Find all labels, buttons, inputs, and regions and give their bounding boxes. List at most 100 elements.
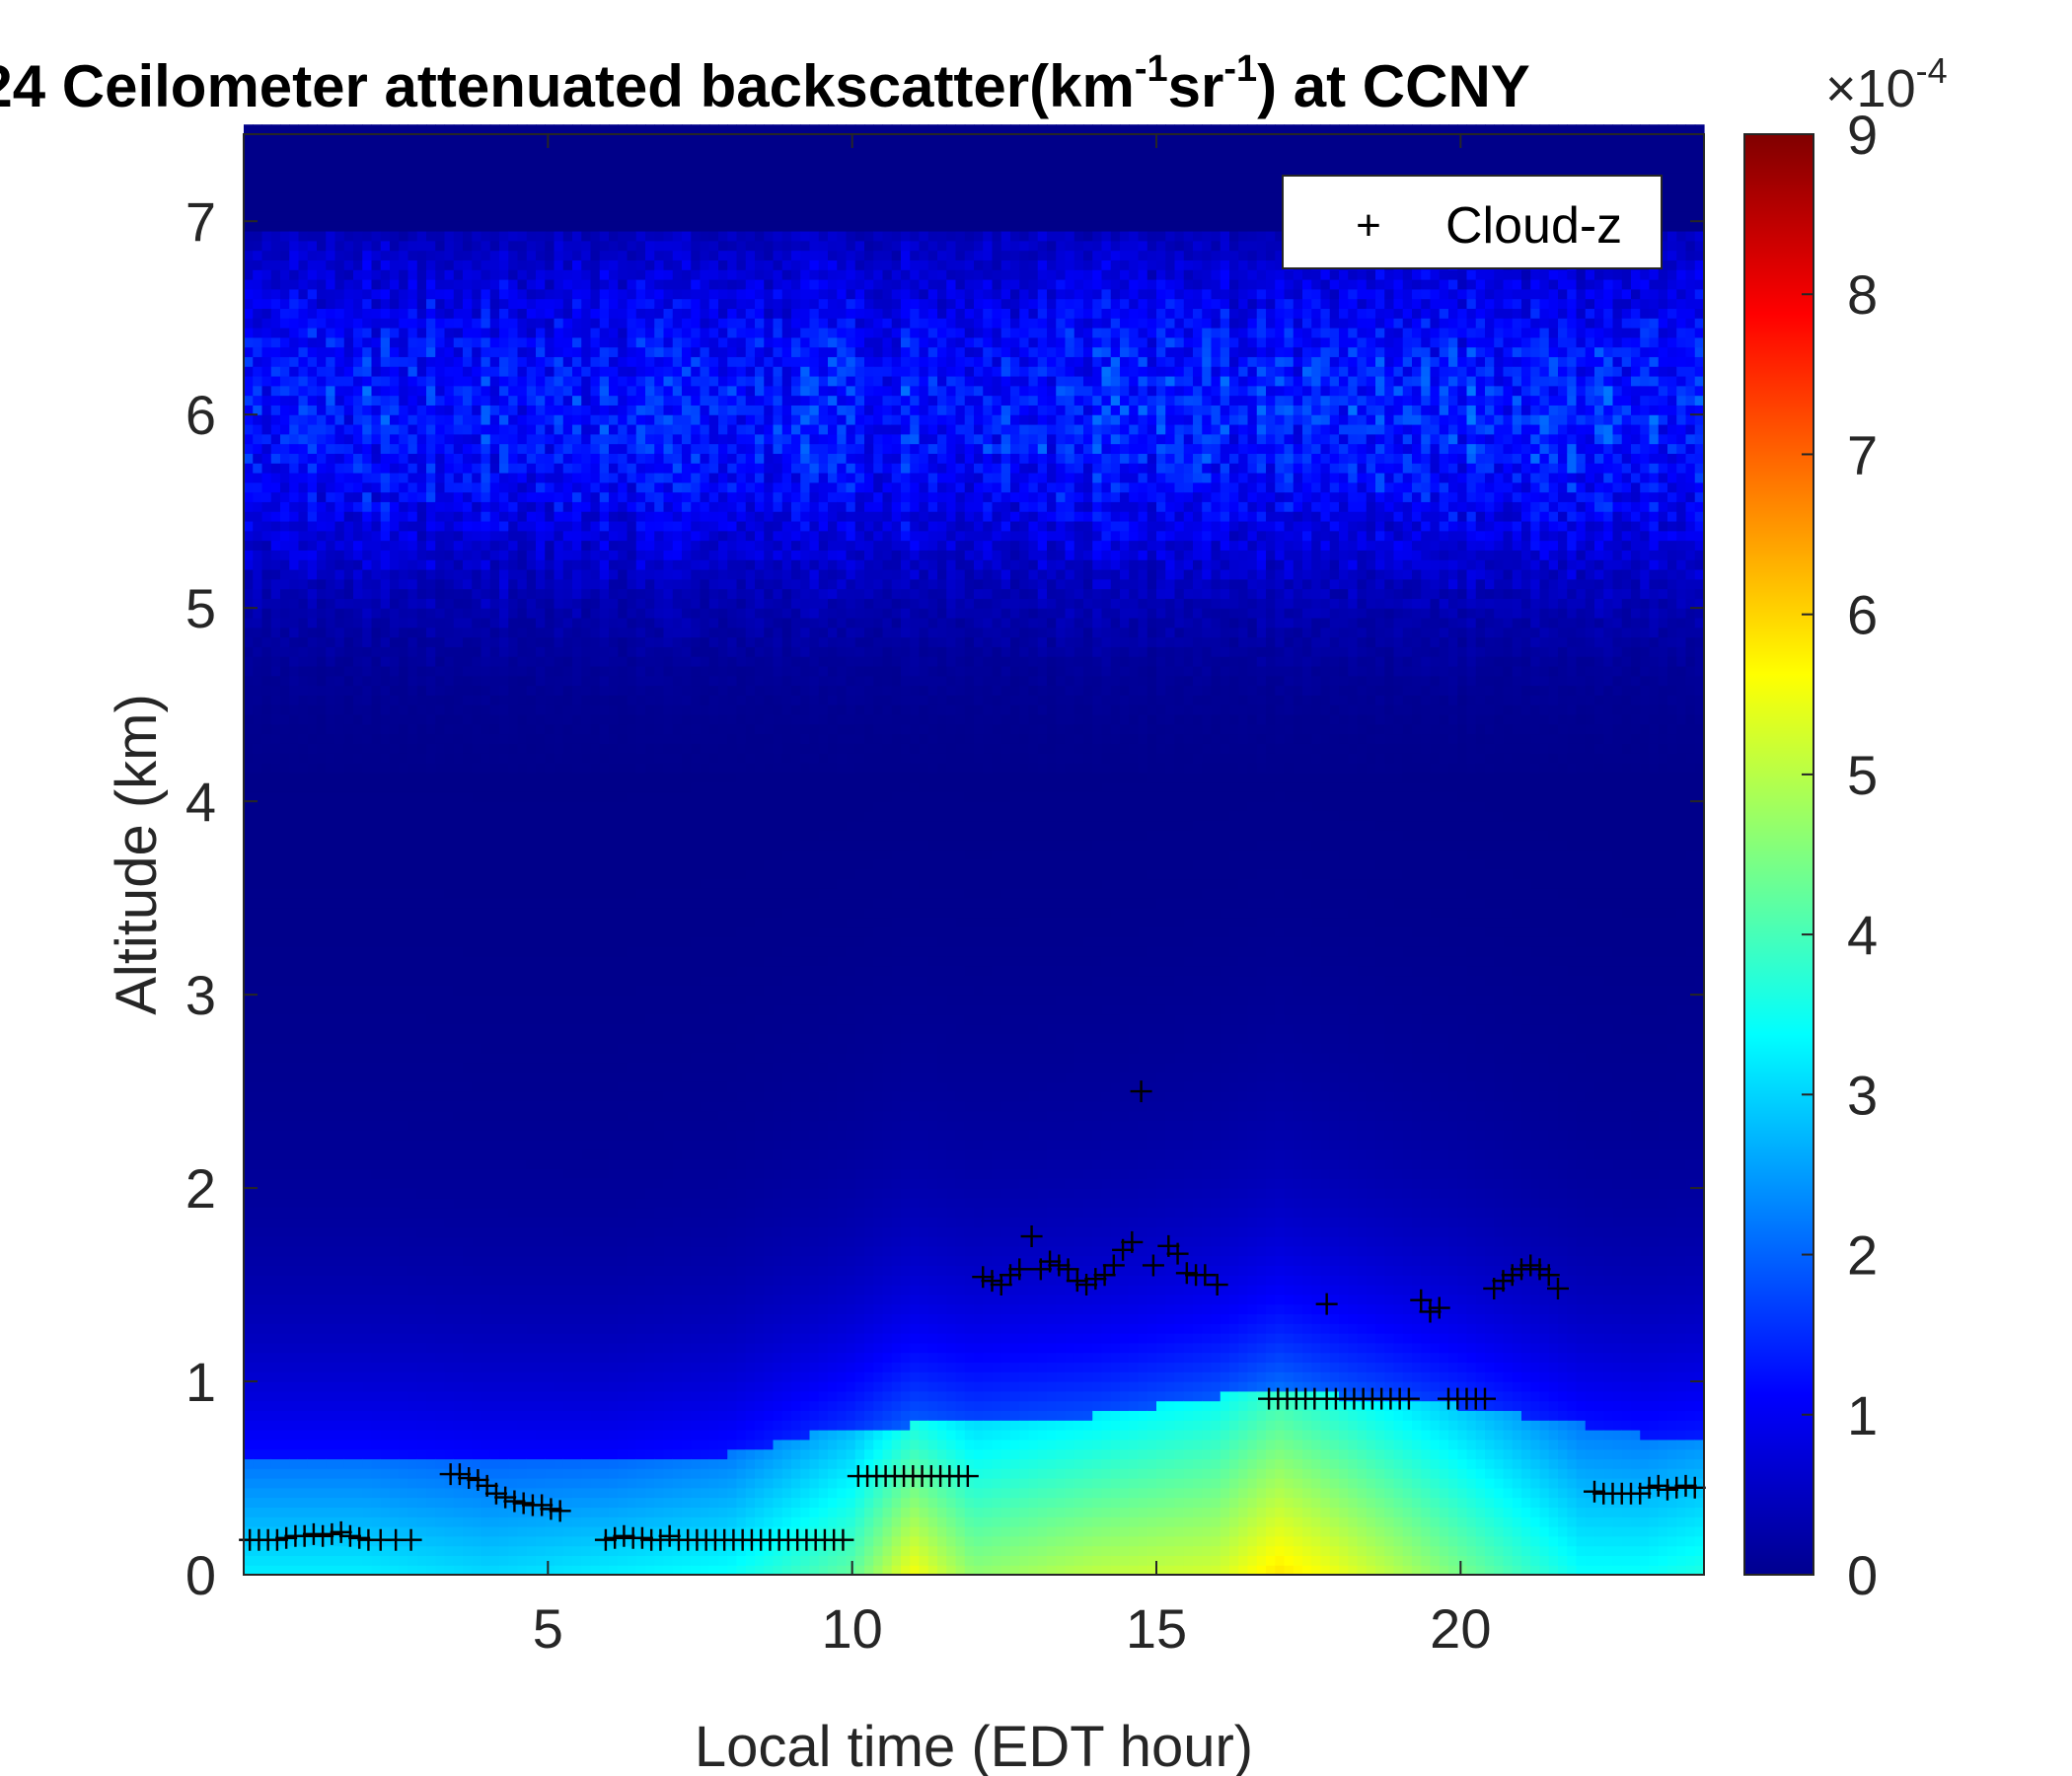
heatmap-cell [298, 182, 309, 193]
heatmap-cell [334, 230, 345, 242]
heatmap-cell [499, 733, 509, 744]
heatmap-cell [472, 540, 482, 551]
heatmap-cell [416, 423, 427, 435]
heatmap-cell [481, 840, 491, 851]
heatmap-cell [317, 713, 327, 725]
heatmap-cell [353, 520, 363, 532]
heatmap-cell [326, 810, 336, 822]
heatmap-cell [453, 753, 464, 764]
heatmap-cell [362, 511, 373, 522]
heatmap-cell [343, 1478, 354, 1489]
heatmap-cell [317, 269, 327, 280]
heatmap-cell [353, 1362, 363, 1372]
heatmap-cell [536, 1148, 546, 1160]
heatmap-cell [289, 1468, 300, 1479]
heatmap-cell [399, 1110, 409, 1122]
heatmap-cell [298, 656, 309, 667]
heatmap-cell [244, 723, 254, 735]
heatmap-cell [416, 1410, 427, 1421]
heatmap-cell [536, 1168, 546, 1179]
heatmap-cell [334, 695, 345, 705]
heatmap-cell [399, 346, 409, 357]
heatmap-cell [326, 1033, 336, 1044]
heatmap-cell [453, 230, 464, 242]
heatmap-cell [481, 1217, 491, 1227]
heatmap-cell [253, 182, 263, 193]
heatmap-cell [343, 191, 354, 203]
heatmap-cell [472, 1333, 482, 1344]
heatmap-cell [298, 511, 309, 522]
heatmap-cell [289, 1342, 300, 1354]
heatmap-cell [472, 1062, 482, 1073]
heatmap-cell [334, 453, 345, 464]
heatmap-cell [253, 1197, 263, 1209]
heatmap-cell [399, 1168, 409, 1179]
heatmap-cell [380, 1371, 391, 1382]
heatmap-cell [317, 1217, 327, 1227]
heatmap-cell [371, 936, 382, 947]
heatmap-cell [499, 1352, 509, 1364]
heatmap-cell [280, 1458, 290, 1469]
title-sup-1: -1 [1135, 48, 1168, 90]
heatmap-cell [517, 346, 528, 357]
heatmap-cell [289, 1517, 300, 1527]
heatmap-cell [399, 1487, 409, 1499]
heatmap-cell [298, 530, 309, 542]
heatmap-cell [362, 1265, 373, 1276]
heatmap-cell [261, 1517, 272, 1527]
heatmap-cell [362, 820, 373, 832]
heatmap-cell [463, 230, 473, 242]
heatmap-cell [343, 288, 354, 300]
heatmap-cell [399, 1265, 409, 1276]
heatmap-cell [326, 501, 336, 512]
heatmap-cell [426, 395, 436, 406]
heatmap-cell [416, 472, 427, 483]
heatmap-cell [472, 1023, 482, 1034]
heatmap-cell [280, 1100, 290, 1112]
heatmap-cell [353, 463, 363, 474]
heatmap-cell [499, 578, 509, 590]
heatmap-cell [517, 713, 528, 725]
heatmap-cell [481, 453, 491, 464]
heatmap-cell [307, 230, 318, 242]
heatmap-cell [481, 1043, 491, 1054]
heatmap-cell [444, 385, 455, 397]
heatmap-cell [353, 917, 363, 928]
heatmap-cell [353, 1303, 363, 1315]
heatmap-cell [280, 308, 290, 319]
heatmap-cell [517, 443, 528, 454]
heatmap-cell [343, 366, 354, 377]
heatmap-cell [353, 1043, 363, 1054]
heatmap-cell [426, 656, 436, 667]
heatmap-cell [343, 346, 354, 357]
heatmap-cell [371, 1130, 382, 1141]
heatmap-cell [261, 472, 272, 483]
heatmap-cell [289, 1323, 300, 1334]
heatmap-cell [289, 1168, 300, 1179]
heatmap-cell [489, 1081, 500, 1092]
heatmap-cell [353, 898, 363, 909]
heatmap-cell [426, 1226, 436, 1237]
heatmap-cell [289, 753, 300, 764]
heatmap-cell [407, 588, 418, 599]
heatmap-cell [390, 1526, 400, 1537]
heatmap-cell [380, 1517, 391, 1527]
heatmap-cell [343, 743, 354, 754]
heatmap-cell [261, 1140, 272, 1150]
heatmap-cell [489, 405, 500, 415]
heatmap-cell [435, 520, 446, 532]
heatmap-cell [472, 1255, 482, 1267]
heatmap-cell [362, 888, 373, 899]
heatmap-cell [289, 733, 300, 744]
heatmap-cell [407, 1323, 418, 1334]
heatmap-cell [326, 240, 336, 252]
heatmap-cell [371, 995, 382, 1005]
heatmap-cell [362, 443, 373, 454]
heatmap-cell [334, 336, 345, 348]
heatmap-cell [444, 995, 455, 1005]
heatmap-cell [481, 443, 491, 454]
heatmap-cell [253, 985, 263, 996]
heatmap-cell [334, 1381, 345, 1392]
heatmap-cell [289, 636, 300, 647]
heatmap-cell [307, 1458, 318, 1469]
